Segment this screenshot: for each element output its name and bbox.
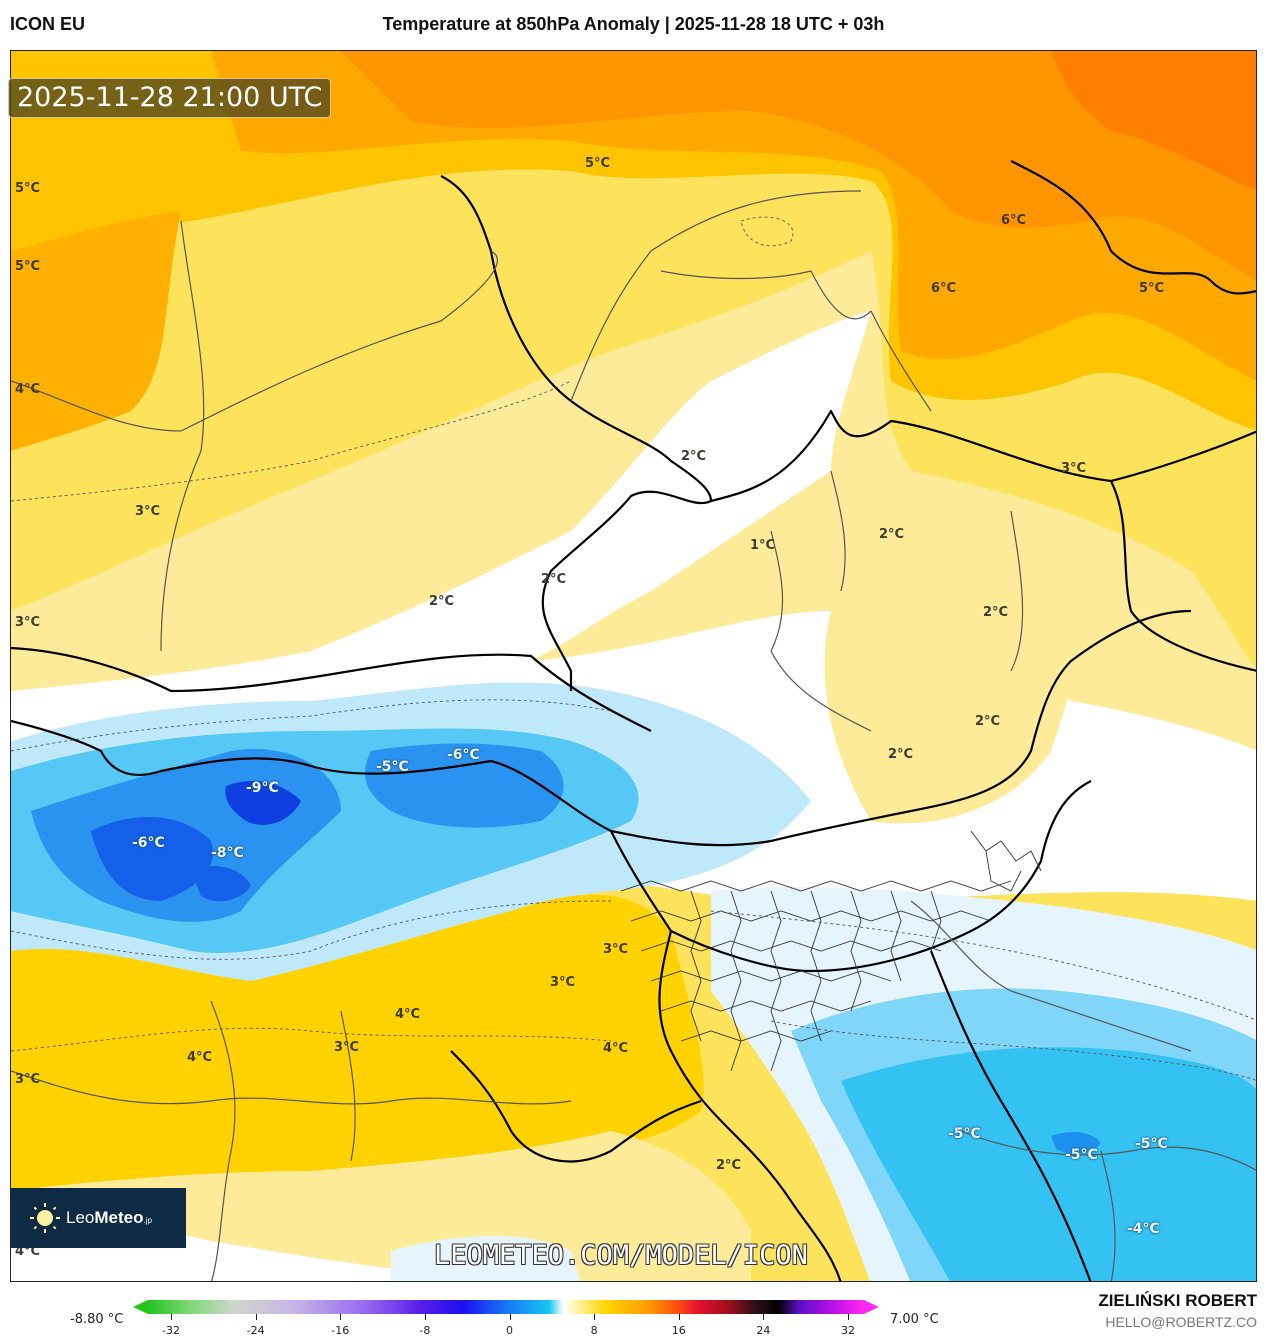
colorbar-tick-label: 0	[506, 1324, 513, 1337]
temperature-label: 5°C	[15, 181, 41, 196]
colorbar-tick-label: 32	[841, 1324, 855, 1337]
temperature-label: 3°C	[1061, 461, 1087, 476]
temperature-label: 3°C	[15, 615, 41, 630]
temperature-label: 3°C	[15, 1072, 41, 1087]
colorbar-tick-mark	[340, 1314, 342, 1320]
chart-title: Temperature at 850hPa Anomaly | 2025-11-…	[382, 14, 885, 34]
colorbar-tick-mark	[763, 1314, 765, 1320]
colorbar-tick-mark	[848, 1314, 849, 1320]
logo-brand-light: Leo	[66, 1208, 95, 1227]
colorbar-tick-label: -8	[419, 1324, 431, 1337]
colorbar-tick-label: 8	[590, 1324, 598, 1337]
colorbar-max-label: 7.00 °C	[890, 1312, 939, 1327]
temperature-label: -5°C	[1135, 1136, 1168, 1152]
valid-time-badge: 2025-11-28 21:00 UTC	[8, 78, 332, 118]
model-name: ICON EU	[10, 14, 86, 34]
temperature-label: 2°C	[975, 714, 1001, 729]
colorbar-tick-label: -24	[246, 1324, 265, 1337]
colorbar-tick-mark	[678, 1314, 680, 1320]
temperature-label: 2°C	[983, 605, 1009, 620]
colorbar-tick-mark	[424, 1314, 426, 1320]
sun-icon	[30, 1203, 60, 1233]
colorbar-min-label: -8.80 °C	[70, 1312, 124, 1327]
temperature-label: 3°C	[550, 975, 576, 990]
colorbar-gradient	[148, 1300, 864, 1314]
colorbar-tick-mark	[171, 1314, 172, 1320]
temperature-anomaly-map[interactable]: 5°C 5°C 4°C 3°C 3°C 5°C 6°C 6°C 5°C 2°C 3°C 1°C 2°C 2…	[10, 50, 1257, 1282]
temperature-label: -8°C	[211, 845, 244, 861]
colorbar-tick-label: -16	[331, 1324, 350, 1337]
temperature-label: 3°C	[334, 1040, 360, 1055]
map-fill	[11, 51, 1256, 1281]
temperature-label: 6°C	[931, 281, 957, 296]
colorbar-tick-mark	[509, 1314, 511, 1320]
colorbar-tick-label: -32	[162, 1324, 180, 1337]
temperature-label: -6°C	[132, 835, 165, 851]
logo-suffix: .jp	[143, 1216, 152, 1225]
colorbar-tick-label: 24	[756, 1324, 771, 1337]
temperature-label: 1°C	[750, 538, 776, 553]
logo-brand-bold: Meteo	[94, 1208, 144, 1227]
colorbar-min-arrow	[133, 1300, 148, 1314]
temperature-label: -5°C	[1065, 1147, 1098, 1163]
colorbar-tick-label: 16	[671, 1324, 686, 1337]
temperature-label: 2°C	[888, 747, 914, 762]
temperature-label: 2°C	[541, 572, 567, 587]
colorbar-tick-mark	[594, 1314, 596, 1320]
temperature-label: -6°C	[447, 747, 480, 763]
colorbar-max-arrow	[864, 1300, 879, 1314]
temperature-label: 4°C	[187, 1050, 213, 1065]
temperature-label: -4°C	[1127, 1221, 1160, 1237]
logo-text: LeoMeteo.jp	[66, 1208, 152, 1228]
temperature-label: 2°C	[716, 1158, 742, 1173]
temperature-label: 2°C	[681, 449, 707, 464]
temperature-label: 2°C	[429, 594, 455, 609]
leometeo-logo[interactable]: LeoMeteo.jp	[10, 1188, 186, 1248]
temperature-label: -9°C	[246, 780, 279, 796]
temperature-label: 6°C	[1001, 213, 1027, 228]
colorbar-tick-mark	[255, 1314, 257, 1320]
temperature-label: 3°C	[135, 504, 161, 519]
temperature-label: 3°C	[603, 942, 629, 957]
author-name: ZIELIŃSKI ROBERT	[1098, 1291, 1257, 1310]
temperature-label: 5°C	[585, 156, 611, 171]
source-watermark: LEOMETEO.COM/MODEL/ICON	[434, 1240, 808, 1271]
temperature-label: 4°C	[603, 1041, 629, 1056]
temperature-label: 5°C	[15, 259, 41, 274]
temperature-label: 4°C	[15, 382, 41, 397]
colorbar: -8.80 °C 7.00 °C -32 -24 -16 -8 0 8 16 24 32	[0, 1290, 1267, 1338]
temperature-label: 4°C	[395, 1007, 421, 1022]
author-email[interactable]: HELLO@ROBERTZ.CO	[1105, 1314, 1257, 1330]
temperature-label: 2°C	[879, 527, 905, 542]
temperature-label: -5°C	[948, 1126, 981, 1142]
temperature-label: -5°C	[376, 759, 409, 775]
temperature-label: 5°C	[1139, 281, 1165, 296]
